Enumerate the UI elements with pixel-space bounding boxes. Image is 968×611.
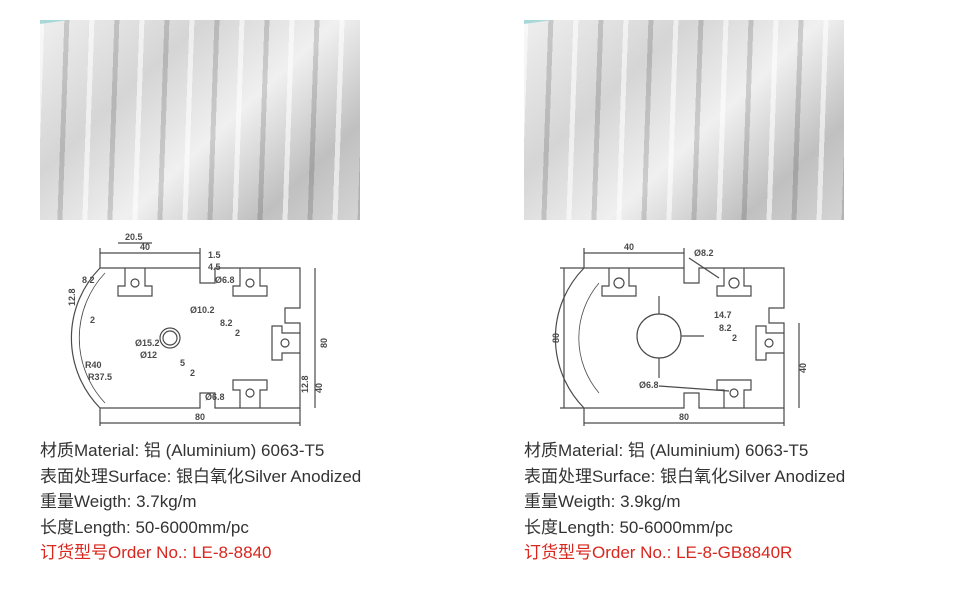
weight-value: 3.7kg/m	[136, 492, 196, 511]
spec-block: 材质Material: 铝 (Aluminium) 6063-T5 表面处理Su…	[524, 438, 928, 566]
order-row: 订货型号Order No.: LE-8-8840	[40, 540, 444, 566]
weight-label: 重量Weigth:	[524, 492, 620, 511]
dim-right-40: 40	[314, 383, 324, 393]
dim-d12: Ø12	[140, 350, 157, 360]
dim-15: 1.5	[208, 250, 221, 260]
dim-2c: 2	[190, 368, 195, 378]
surface-label: 表面处理Surface:	[524, 467, 660, 486]
material-row: 材质Material: 铝 (Aluminium) 6063-T5	[40, 438, 444, 464]
product-card-1: 40 20.5 1.5 4.5 Ø6.8 8.2 12.8 2 Ø10.2 8.…	[40, 20, 444, 591]
length-label: 长度Length:	[40, 518, 135, 537]
dim-147: 14.7	[714, 310, 732, 320]
material-value: 铝 (Aluminium) 6063-T5	[144, 441, 324, 460]
surface-value: 银白氧化Silver Anodized	[176, 467, 361, 486]
material-value: 铝 (Aluminium) 6063-T5	[628, 441, 808, 460]
extrusion-render	[40, 20, 360, 220]
dim-top-40b: 40	[624, 242, 634, 252]
material-label: 材质Material:	[524, 441, 628, 460]
weight-row: 重量Weigth: 3.7kg/m	[40, 489, 444, 515]
dim-82l: 8.2	[82, 275, 95, 285]
spec-block: 材质Material: 铝 (Aluminium) 6063-T5 表面处理Su…	[40, 438, 444, 566]
order-label: 订货型号Order No.:	[40, 543, 192, 562]
length-label: 长度Length:	[524, 518, 619, 537]
dim-bot-80: 80	[195, 412, 205, 422]
dim-bot-80b: 80	[679, 412, 689, 422]
dim-top-205: 20.5	[125, 232, 143, 242]
weight-row: 重量Weigth: 3.9kg/m	[524, 489, 928, 515]
dim-d68b: Ø6.8	[205, 392, 225, 402]
length-value: 50-6000mm/pc	[619, 518, 732, 537]
dim-d152: Ø15.2	[135, 338, 160, 348]
surface-value: 银白氧化Silver Anodized	[660, 467, 845, 486]
weight-value: 3.9kg/m	[620, 492, 680, 511]
dim-128l: 12.8	[67, 288, 77, 306]
dim-82m: 8.2	[220, 318, 233, 328]
length-value: 50-6000mm/pc	[135, 518, 248, 537]
dim-5: 5	[180, 358, 185, 368]
material-label: 材质Material:	[40, 441, 144, 460]
dim-45: 4.5	[208, 262, 221, 272]
dim-82mb: 8.2	[719, 323, 732, 333]
dim-right-80: 80	[319, 338, 329, 348]
dim-2m: 2	[235, 328, 240, 338]
length-row: 长度Length: 50-6000mm/pc	[40, 515, 444, 541]
technical-drawing: 40 Ø8.2 80 14.7 8.2 2 Ø6.8 80	[524, 228, 844, 428]
order-label: 订货型号Order No.:	[524, 543, 676, 562]
surface-row: 表面处理Surface: 银白氧化Silver Anodized	[524, 464, 928, 490]
technical-drawing: 40 20.5 1.5 4.5 Ø6.8 8.2 12.8 2 Ø10.2 8.…	[40, 228, 360, 428]
dim-d102: Ø10.2	[190, 305, 215, 315]
dim-d82b: Ø8.2	[694, 248, 714, 258]
dim-r375: R37.5	[88, 372, 112, 382]
surface-label: 表面处理Surface:	[40, 467, 176, 486]
product-card-2: 40 Ø8.2 80 14.7 8.2 2 Ø6.8 80	[524, 20, 928, 591]
dim-d68a: Ø6.8	[215, 275, 235, 285]
dim-right-128: 12.8	[300, 375, 310, 393]
order-value: LE-8-GB8840R	[676, 543, 792, 562]
length-row: 长度Length: 50-6000mm/pc	[524, 515, 928, 541]
weight-label: 重量Weigth:	[40, 492, 136, 511]
dim-2l: 2	[90, 315, 95, 325]
dim-2mb: 2	[732, 333, 737, 343]
product-photo	[40, 20, 360, 220]
order-row: 订货型号Order No.: LE-8-GB8840R	[524, 540, 928, 566]
extrusion-render	[524, 20, 844, 220]
dim-right-40b: 40	[798, 363, 808, 373]
surface-row: 表面处理Surface: 银白氧化Silver Anodized	[40, 464, 444, 490]
dim-r40: R40	[85, 360, 102, 370]
dim-left-80b: 80	[551, 333, 561, 343]
material-row: 材质Material: 铝 (Aluminium) 6063-T5	[524, 438, 928, 464]
product-photo	[524, 20, 844, 220]
order-value: LE-8-8840	[192, 543, 271, 562]
dim-d68bb: Ø6.8	[639, 380, 659, 390]
